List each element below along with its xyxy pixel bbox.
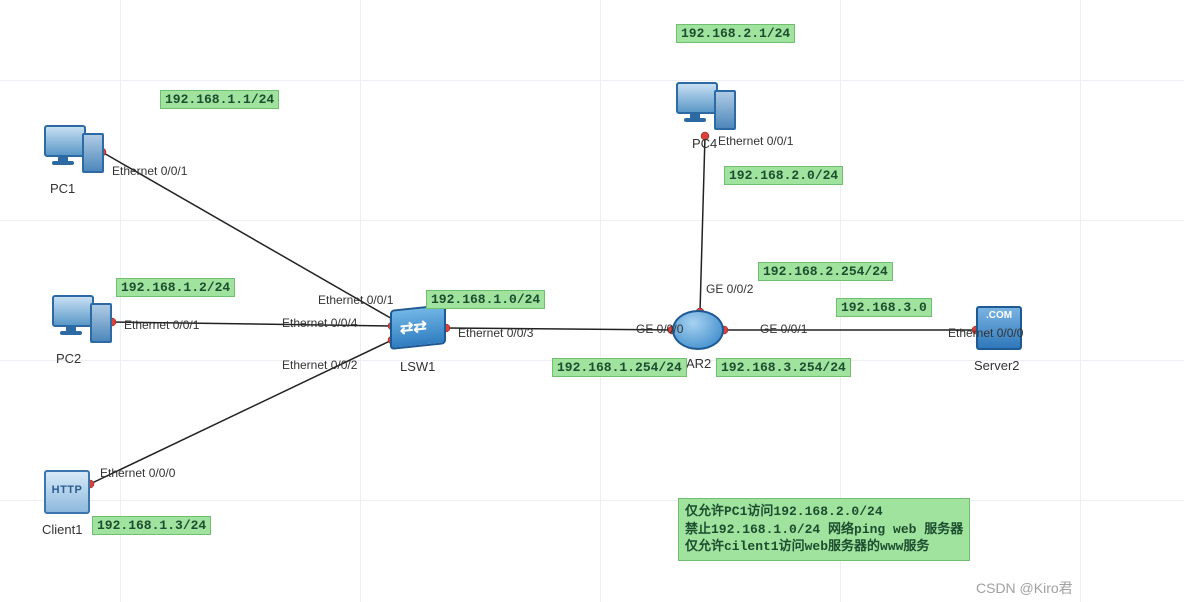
ip-tag: 192.168.1.2/24 (116, 278, 235, 297)
server-tag: .COM (976, 310, 1022, 321)
ip-tag: 192.168.1.0/24 (426, 290, 545, 309)
note-line-2: 禁止192.168.1.0/24 网络ping web 服务器 (685, 521, 963, 539)
note-line-1: 仅允许PC1访问192.168.2.0/24 (685, 503, 963, 521)
label-pc4: PC4 (692, 136, 717, 151)
topology-canvas: HTTP ⇄⇄ .COM PC1 PC2 PC4 Client1 LSW1 AR… (0, 0, 1184, 602)
ip-tag: 192.168.2.1/24 (676, 24, 795, 43)
port-label: Ethernet 0/0/0 (948, 326, 1023, 340)
port-label: Ethernet 0/0/1 (718, 134, 793, 148)
label-lsw1: LSW1 (400, 359, 435, 374)
ip-tag: 192.168.2.254/24 (758, 262, 893, 281)
label-pc1: PC1 (50, 181, 75, 196)
label-pc2: PC2 (56, 351, 81, 366)
port-label: Ethernet 0/0/1 (318, 293, 393, 307)
label-server2: Server2 (974, 358, 1020, 373)
device-pc2[interactable] (52, 295, 112, 345)
ip-tag: 192.168.2.0/24 (724, 166, 843, 185)
port-label: Ethernet 0/0/1 (124, 318, 199, 332)
port-label: GE 0/0/0 (636, 322, 683, 336)
port-label: Ethernet 0/0/2 (282, 358, 357, 372)
device-client1[interactable]: HTTP (44, 470, 90, 514)
port-label: Ethernet 0/0/4 (282, 316, 357, 330)
port-label: Ethernet 0/0/3 (458, 326, 533, 340)
device-pc4[interactable] (676, 82, 736, 132)
watermark: CSDN @Kiro君 (976, 578, 1073, 598)
ip-tag: 192.168.3.0 (836, 298, 932, 317)
note-line-3: 仅允许cilent1访问web服务器的www服务 (685, 538, 963, 556)
port-label: GE 0/0/2 (706, 282, 753, 296)
ip-tag: 192.168.1.254/24 (552, 358, 687, 377)
ip-tag: 192.168.1.3/24 (92, 516, 211, 535)
device-lsw1[interactable]: ⇄⇄ (390, 307, 446, 347)
device-pc1[interactable] (44, 125, 104, 175)
port-label: GE 0/0/1 (760, 322, 807, 336)
ip-tag: 192.168.1.1/24 (160, 90, 279, 109)
label-ar2: AR2 (686, 356, 711, 371)
acl-notes: 仅允许PC1访问192.168.2.0/24 禁止192.168.1.0/24 … (678, 498, 970, 561)
client-tag: HTTP (44, 484, 90, 496)
ip-tag: 192.168.3.254/24 (716, 358, 851, 377)
port-label: Ethernet 0/0/0 (100, 466, 175, 480)
label-client1: Client1 (42, 522, 82, 537)
port-label: Ethernet 0/0/1 (112, 164, 187, 178)
